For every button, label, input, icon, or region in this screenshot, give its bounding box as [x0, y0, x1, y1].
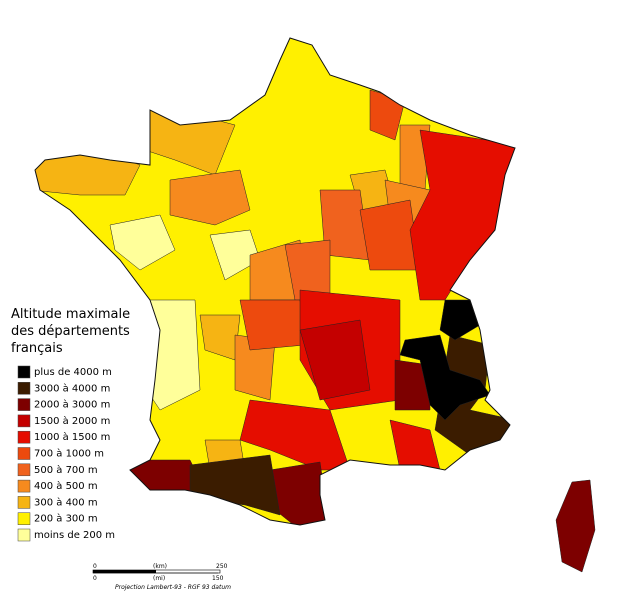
- legend: Altitude maximale des départements françai…: [11, 307, 130, 542]
- region: [239, 299, 306, 351]
- legend-label: plus de 4000 m: [34, 367, 112, 378]
- legend-swatch: [17, 496, 31, 509]
- legend-swatch: [17, 382, 31, 395]
- scale-bar-fill: [93, 570, 156, 573]
- legend-title: Altitude maximale: [11, 307, 130, 322]
- legend-swatch: [17, 398, 31, 411]
- region: [35, 149, 141, 196]
- region: [399, 334, 491, 421]
- projection-note: Projection Lambert-93 - RGF 93 datum: [115, 584, 231, 591]
- scale-label: (km): [153, 563, 167, 570]
- region: [119, 459, 201, 501]
- legend-title: des départements: [11, 324, 130, 339]
- scale-label: 250: [216, 563, 228, 570]
- legend-label: 2000 à 3000 m: [34, 399, 110, 411]
- legend-swatch: [17, 463, 31, 477]
- legend-swatch: [17, 512, 31, 525]
- legend-label: 3000 à 4000 m: [34, 382, 110, 394]
- legend-label: 1000 à 1500 m: [34, 431, 110, 443]
- legend-label: 700 à 1000 m: [34, 448, 104, 460]
- region: [409, 129, 515, 301]
- legend-swatch: [17, 447, 31, 460]
- region: [189, 454, 281, 516]
- scale-label: 150: [212, 575, 224, 582]
- legend-swatch: [17, 365, 31, 379]
- legend-label: moins de 200 m: [34, 530, 115, 541]
- legend-swatch: [17, 528, 31, 542]
- legend-label: 400 à 500 m: [34, 480, 98, 492]
- region: [169, 169, 251, 226]
- corsica: [555, 479, 596, 573]
- legend-swatch: [17, 414, 31, 428]
- region: [139, 299, 201, 411]
- legend-label: 500 à 700 m: [34, 464, 98, 476]
- scale-label: (mi): [153, 575, 165, 582]
- legend-label: 1500 à 2000 m: [34, 415, 110, 427]
- legend-swatch: [17, 479, 31, 493]
- scale-bar: 0 (km) 250 0 (mi) 150 Projection Lambert…: [92, 563, 231, 591]
- country-outline: [34, 37, 516, 526]
- region: [299, 319, 371, 401]
- scale-label: 0: [93, 563, 97, 570]
- legend-label: 300 à 400 m: [34, 496, 98, 508]
- legend-swatch: [17, 430, 31, 444]
- scale-label: 0: [93, 575, 97, 582]
- legend-title: français: [11, 341, 63, 356]
- legend-label: 200 à 300 m: [34, 513, 98, 525]
- region: [109, 214, 176, 271]
- region: [394, 359, 431, 411]
